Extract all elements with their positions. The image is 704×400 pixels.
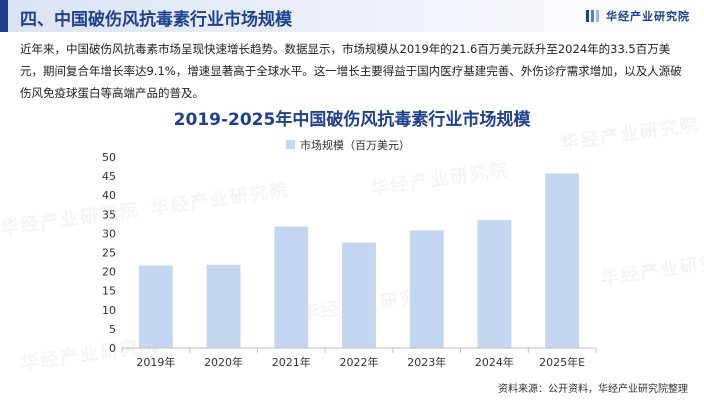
y-tick-label: 20 (102, 266, 116, 279)
y-tick-label: 10 (102, 304, 116, 317)
bar (409, 230, 444, 348)
y-tick-label: 50 (102, 151, 116, 164)
header: 四、中国破伤风抗毒素行业市场规模 华经产业研究院 (0, 0, 704, 32)
y-tick-label: 0 (109, 342, 116, 355)
intro-paragraph: 近年来，中国破伤风抗毒素市场呈现快速增长趋势。数据显示，市场规模从2019年的2… (20, 42, 682, 100)
brand: 华经产业研究院 (586, 8, 690, 24)
bar (545, 173, 580, 348)
y-tick-label: 45 (102, 170, 116, 183)
bar (138, 265, 173, 348)
brand-name: 华经产业研究院 (606, 10, 690, 23)
y-axis: 0 5 10 15 20 25 30 35 40 45 50 (102, 151, 116, 355)
y-tick-label: 15 (102, 285, 116, 298)
bar (342, 242, 376, 348)
x-tick-label: 2025年E (539, 355, 585, 369)
y-tick-label: 5 (109, 323, 116, 336)
x-tick-label: 2020年 (204, 355, 243, 369)
x-axis: 2019年 2020年 2021年 2022年 2023年 2024年 2025年E (121, 347, 597, 369)
x-tick-label: 2021年 (272, 355, 311, 369)
y-tick-label: 35 (102, 208, 116, 221)
chart-title: 2019-2025年中国破伤风抗毒素行业市场规模 (173, 110, 531, 130)
bar (477, 220, 512, 348)
legend-swatch (286, 140, 295, 149)
y-tick-label: 30 (102, 227, 116, 240)
y-tick-label: 25 (102, 247, 116, 260)
x-tick-label: 2022年 (340, 355, 379, 369)
legend: 市场规模（百万美元） (286, 138, 410, 152)
x-tick-label: 2019年 (136, 355, 175, 369)
header-accent (0, 0, 8, 32)
bar (274, 226, 309, 348)
bar (206, 264, 241, 348)
x-tick-label: 2024年 (475, 355, 514, 369)
brand-logo-icon (586, 9, 600, 23)
source-note: 资料来源：公开资料，华经产业研究院整理 (498, 384, 688, 395)
bars (138, 173, 580, 348)
y-tick-label: 40 (102, 189, 116, 202)
legend-label: 市场规模（百万美元） (300, 138, 410, 152)
section-title: 四、中国破伤风抗毒素行业市场规模 (20, 10, 292, 30)
x-tick-label: 2023年 (407, 355, 446, 369)
